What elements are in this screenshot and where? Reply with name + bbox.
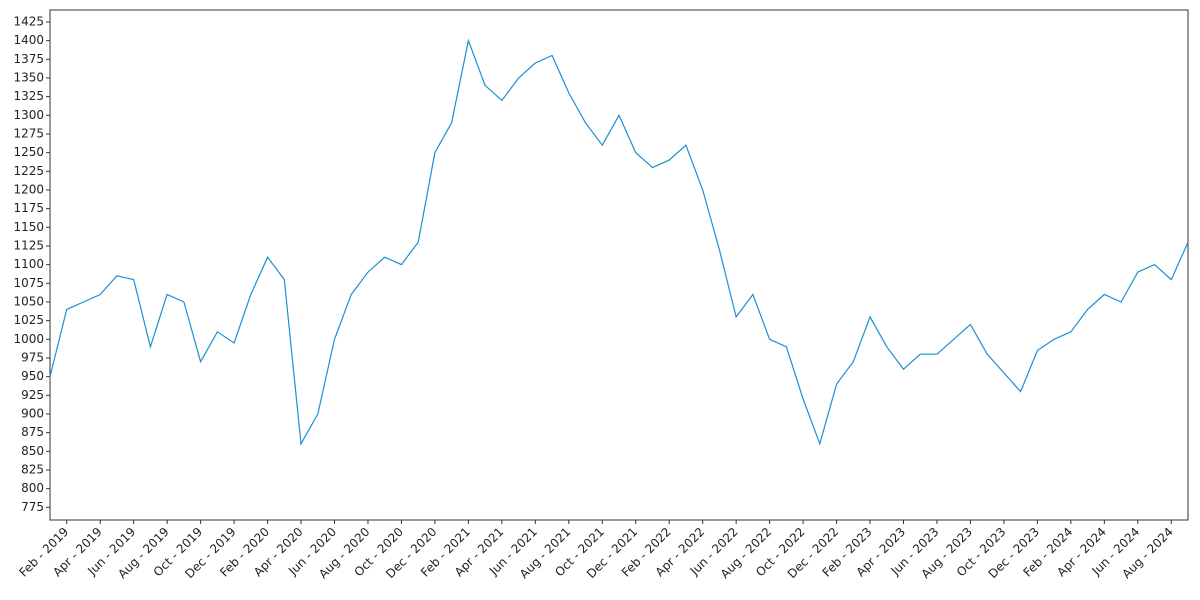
y-tick-label: 1400 [13, 33, 44, 47]
y-tick-label: 1250 [13, 145, 44, 159]
y-tick-label: 1425 [13, 14, 44, 28]
y-tick-label: 850 [21, 444, 44, 458]
line-series [49, 38, 1189, 446]
y-tick-label: 1325 [13, 89, 44, 103]
y-tick-label: 925 [21, 388, 44, 402]
y-tick-label: 1175 [13, 201, 44, 215]
y-tick-label: 1150 [13, 220, 44, 234]
y-tick-label: 1200 [13, 182, 44, 196]
y-tick-label: 1225 [13, 164, 44, 178]
y-tick-label: 1125 [13, 238, 44, 252]
y-tick-label: 1100 [13, 257, 44, 271]
y-tick-label: 1350 [13, 70, 44, 84]
y-tick-label: 825 [21, 462, 44, 476]
y-tick-label: 1375 [13, 52, 44, 66]
y-tick-label: 900 [21, 406, 44, 420]
y-tick-label: 975 [21, 350, 44, 364]
y-tick-label: 800 [21, 481, 44, 495]
y-tick-label: 1025 [13, 313, 44, 327]
y-tick-label: 950 [21, 369, 44, 383]
y-tick-label: 1275 [13, 126, 44, 140]
y-tick-label: 1000 [13, 332, 44, 346]
plot-frame [49, 9, 1189, 521]
y-tick-label: 1300 [13, 108, 44, 122]
y-tick-label: 1075 [13, 276, 44, 290]
y-tick-label: 775 [21, 500, 44, 514]
y-tick-label: 875 [21, 425, 44, 439]
y-tick-label: 1050 [13, 294, 44, 308]
